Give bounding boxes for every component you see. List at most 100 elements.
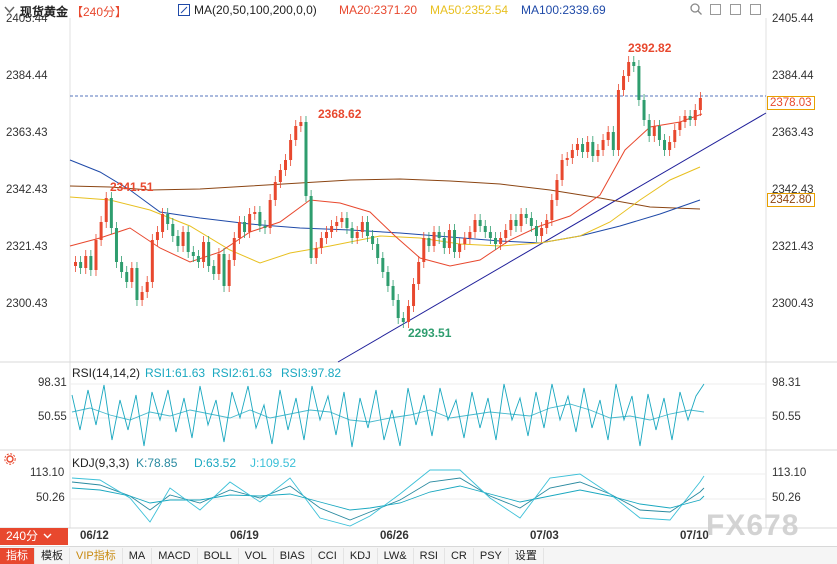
rsi3-value: RSI3:97.82 — [281, 366, 342, 380]
toolbar-item[interactable]: 模板 — [35, 547, 70, 564]
toolbar-item[interactable]: PSY — [474, 547, 509, 564]
kdj-label[interactable]: KDJ(9,3,3) — [72, 456, 130, 470]
candle-body — [494, 238, 497, 244]
candle-body — [673, 130, 677, 142]
candle-body — [289, 140, 293, 160]
kdj-axis-left: 113.10 — [30, 467, 65, 479]
rsi-axis-right: 50.55 — [772, 411, 801, 423]
toolbar-item[interactable]: KDJ — [344, 547, 378, 564]
candle-body — [473, 220, 477, 232]
toolbar-item[interactable]: 设置 — [509, 547, 544, 564]
price-label-left: 2363.43 — [6, 127, 48, 139]
candle-body — [130, 268, 134, 282]
candle-body — [248, 214, 252, 232]
maximize-icon[interactable] — [750, 4, 761, 15]
candle-body — [575, 144, 579, 150]
candle-body — [504, 230, 508, 238]
toolbar-item[interactable]: BOLL — [198, 547, 239, 564]
candle-body — [258, 212, 262, 226]
candle-body — [202, 242, 206, 262]
candle-body — [125, 272, 129, 282]
ma50-line — [69, 166, 701, 264]
kdj-axis-right: 50.26 — [772, 492, 801, 504]
candle-body — [340, 218, 344, 222]
toolbar-item[interactable]: BIAS — [274, 547, 312, 564]
toolbar-item[interactable]: CR — [445, 547, 474, 564]
toolbar-item[interactable]: 指标 — [0, 547, 35, 564]
period-button[interactable]: 240分 — [0, 528, 68, 545]
candle-body — [468, 232, 472, 238]
candle-body — [550, 200, 554, 220]
candle-body — [406, 306, 410, 322]
candle-body — [243, 222, 247, 232]
candle-body — [135, 268, 139, 300]
candle-body — [488, 232, 492, 238]
kdj-j-line — [71, 469, 705, 527]
current-price-box: 2378.03 — [767, 96, 815, 110]
kdj-axis-left: 50.26 — [36, 492, 65, 504]
candle-body — [268, 200, 272, 228]
rsi-label[interactable]: RSI(14,14,2) — [72, 366, 141, 380]
toolbar-item[interactable]: VOL — [239, 547, 274, 564]
candle-body — [581, 144, 585, 152]
candle-body — [534, 226, 538, 236]
candle-body — [601, 140, 605, 150]
kdj-axis-right: 113.10 — [772, 467, 807, 479]
candle-body — [437, 232, 441, 238]
toolbar-item[interactable]: RSI — [414, 547, 445, 564]
candle-body — [176, 236, 180, 246]
candle-body — [278, 170, 282, 182]
candle-body — [89, 256, 93, 270]
candle-body — [591, 142, 595, 156]
toolbar-item[interactable]: CCI — [312, 547, 344, 564]
candle-body — [294, 126, 298, 140]
candle-body — [330, 226, 334, 232]
candle-body — [509, 220, 513, 230]
annotation-high2: 2368.62 — [318, 107, 362, 121]
candle-body — [104, 198, 108, 222]
candle-body — [150, 240, 154, 282]
candle-body — [616, 90, 620, 150]
minimize-icon[interactable] — [710, 4, 721, 15]
price-label-right: 2363.43 — [772, 127, 814, 139]
candle-body — [145, 282, 149, 292]
ma-settings-label[interactable]: MA(20,50,100,200,0,0) — [194, 3, 317, 17]
candle-body — [319, 238, 323, 248]
restore-icon[interactable] — [730, 4, 741, 15]
header-bar: 现货黄金 【240分】 MA(20,50,100,200,0,0) MA20:2… — [0, 0, 837, 19]
price-label-left: 2405.44 — [6, 13, 48, 25]
rsi2-value: RSI2:61.63 — [212, 366, 273, 380]
candle-body — [545, 220, 549, 228]
candle-body — [391, 286, 395, 300]
candle-body — [324, 232, 328, 238]
ma200-line — [69, 178, 701, 210]
kdj-d-line — [71, 485, 705, 511]
toolbar-item[interactable]: MACD — [152, 547, 198, 564]
rsi-slow-line — [71, 403, 705, 423]
period-tag[interactable]: 【240分】 — [71, 5, 128, 19]
settings-gear-icon[interactable] — [4, 453, 16, 468]
candle-body — [386, 272, 390, 286]
candle-body — [463, 238, 467, 244]
candle-body — [586, 142, 590, 152]
kdj-d-value: D:63.52 — [194, 456, 237, 470]
price-label-right: 2300.43 — [772, 298, 814, 310]
toolbar-item[interactable]: LW& — [378, 547, 414, 564]
chevron-down-icon[interactable] — [4, 4, 15, 15]
candle-body — [381, 258, 385, 272]
toolbar-item[interactable]: MA — [123, 547, 153, 564]
candle-body — [232, 238, 236, 260]
candle-body — [632, 62, 636, 66]
candle-body — [74, 262, 77, 266]
candle-body — [688, 116, 692, 120]
candle-body — [360, 222, 364, 232]
annotation-high3: 2392.82 — [628, 41, 672, 55]
edit-icon[interactable] — [178, 4, 190, 19]
rsi-fast-line — [71, 383, 705, 448]
search-icon[interactable] — [690, 3, 702, 18]
candle-body — [412, 284, 416, 306]
candle-body — [611, 132, 615, 150]
instrument-title[interactable]: 现货黄金 — [20, 5, 69, 19]
toolbar-item[interactable]: VIP指标 — [70, 547, 123, 564]
